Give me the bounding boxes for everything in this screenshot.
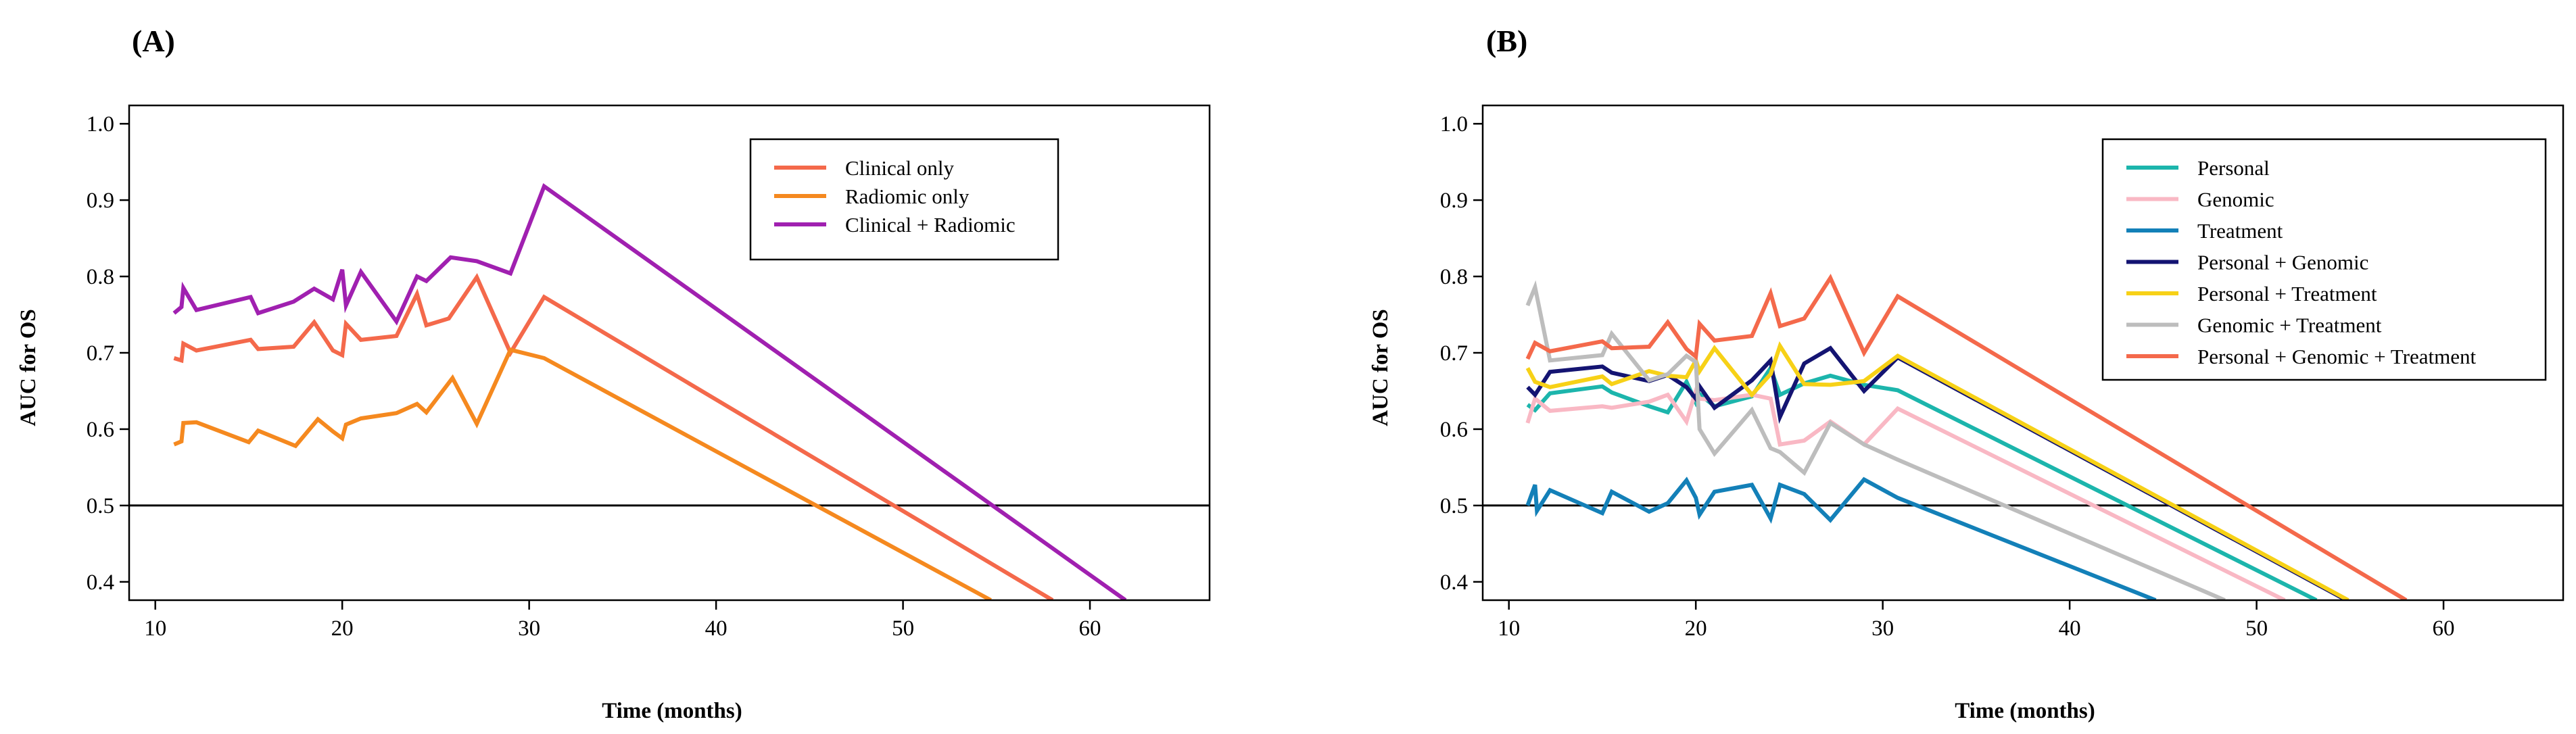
legend-item: Personal + Genomic + Treatment: [2126, 345, 2476, 368]
x-tick-label: 20: [331, 616, 354, 641]
legend-item: Genomic: [2126, 188, 2274, 212]
legend-label: Personal + Genomic: [2197, 251, 2368, 274]
y-tick-label: 0.5: [1440, 494, 1468, 518]
legend-item: Clinical + Radiomic: [774, 213, 1016, 237]
legend-label: Personal + Genomic + Treatment: [2197, 345, 2476, 368]
series-line-personal-genomic: [1526, 345, 2347, 600]
x-tick-label: 60: [2433, 616, 2455, 641]
legend-item: Clinical only: [774, 156, 955, 180]
legend-item: Treatment: [2126, 219, 2283, 243]
legend-label: Radiomic only: [845, 185, 970, 208]
y-tick-label: 0.7: [1440, 341, 1468, 366]
x-tick-label: 30: [1871, 616, 1894, 641]
legend-box: [2101, 138, 2547, 381]
series-layer: [1525, 274, 2408, 600]
x-tick-label: 10: [144, 616, 166, 641]
series-line-clinical-radiomic: [172, 183, 1127, 600]
legend-label: Personal + Treatment: [2197, 282, 2377, 305]
legend-item: Personal + Treatment: [2126, 282, 2377, 305]
series-line-genomic-treatment: [1525, 280, 2226, 600]
plot-frame: [1481, 104, 2565, 602]
series-layer: [172, 183, 1127, 600]
x-tick-label: 30: [518, 616, 540, 641]
plot-frame: [128, 104, 1211, 602]
panel-label: (A): [132, 24, 175, 58]
x-tick-label: 60: [1079, 616, 1101, 641]
panel-label: (B): [1486, 24, 1527, 58]
y-tick-label: 0.9: [1440, 189, 1468, 213]
axis-ticks: 10 20 30 40 50 60 0.4 0.5 0.6 0.7 0.8 0.9 1.0: [1440, 112, 2455, 641]
legend: Personal Genomic Treatment Personal + Genom…: [2101, 138, 2547, 381]
y-tick-label: 0.5: [87, 494, 114, 518]
y-axis-title: AUC for OS: [16, 309, 41, 426]
y-tick-label: 0.9: [87, 189, 114, 213]
x-tick-label: 40: [705, 616, 728, 641]
legend: Clinical only Radiomic only Clinical + Rad…: [749, 138, 1059, 261]
x-tick-label: 50: [2245, 616, 2268, 641]
y-tick-label: 0.4: [1440, 570, 1468, 595]
panel-b: (B) Time (months) AUC for OS 10 20 30 40 50 6…: [1368, 24, 2565, 723]
y-tick-label: 0.7: [87, 341, 114, 366]
legend-item: Personal: [2126, 156, 2270, 180]
legend-label: Treatment: [2197, 219, 2283, 243]
legend-item: Genomic + Treatment: [2126, 314, 2382, 337]
legend-label: Clinical + Radiomic: [845, 213, 1016, 237]
y-tick-label: 1.0: [87, 112, 114, 137]
series-line-radiomic-only: [173, 347, 992, 600]
axis-ticks: 10 20 30 40 50 60 0.4 0.5 0.6 0.7 0.8 0.9 1.0: [87, 112, 1101, 641]
x-axis-title: Time (months): [602, 699, 742, 723]
x-tick-label: 50: [892, 616, 914, 641]
series-line-treatment: [1525, 476, 2157, 600]
legend-label: Genomic: [2197, 188, 2274, 212]
legend-item: Radiomic only: [774, 185, 970, 208]
legend-label: Genomic + Treatment: [2197, 314, 2382, 337]
series-line-personal-genomic-treatment: [1525, 274, 2408, 600]
y-tick-label: 0.6: [87, 418, 114, 442]
legend-box: [749, 138, 1059, 261]
x-tick-label: 10: [1498, 616, 1520, 641]
legend-item: Personal + Genomic: [2126, 251, 2368, 274]
y-tick-label: 0.8: [87, 265, 114, 289]
legend-label: Personal: [2197, 156, 2270, 180]
x-tick-label: 40: [2059, 616, 2081, 641]
legend-label: Clinical only: [845, 156, 955, 180]
y-tick-label: 0.6: [1440, 418, 1468, 442]
y-tick-label: 0.8: [1440, 265, 1468, 289]
y-axis-title: AUC for OS: [1368, 309, 1393, 426]
x-axis-title: Time (months): [1955, 699, 2095, 723]
y-tick-label: 0.4: [87, 570, 114, 595]
x-tick-label: 20: [1685, 616, 1707, 641]
panel-a: (A) Time (months) AUC for OS 10 20 30 40 50 6…: [16, 24, 1211, 723]
series-line-personal-treatment: [1525, 341, 2350, 600]
series-line-clinical-only: [173, 273, 1054, 600]
y-tick-label: 1.0: [1440, 112, 1468, 137]
